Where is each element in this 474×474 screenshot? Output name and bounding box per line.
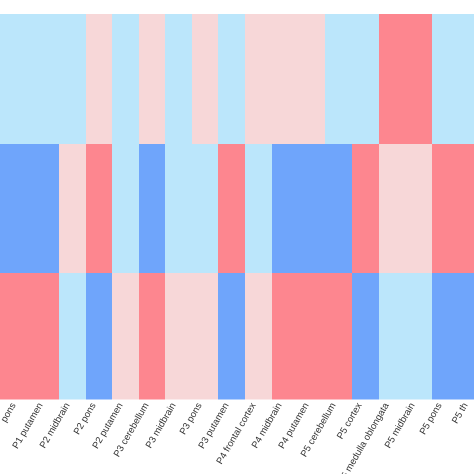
heatmap-cell-r1-c11 [325,144,353,274]
heatmap-cell-r1-c5 [139,144,166,274]
heatmap-cell-r1-c9 [245,144,273,274]
x-tick-label: P5 pons [418,401,445,437]
heatmap-cell-r2-c12 [352,273,380,400]
heatmap-cell-r2-c9 [245,273,273,400]
heatmap-cell-r2-c1 [6,273,60,400]
heatmap-cell-r2-c4 [112,273,140,400]
heatmap-cell-r1-c2 [59,144,87,274]
x-tick-label: P5 cortex [335,401,365,441]
heatmap-cell-r1-c4 [112,144,140,274]
x-tick-label: P5 th [450,401,471,426]
heatmap-cell-r2-c0 [0,273,7,400]
heatmap-cell-r0-c14 [432,14,474,145]
heatmap-cell-r0-c0 [0,14,7,145]
heatmap-cell-r0-c9 [245,14,273,145]
heatmap-cells [0,14,474,400]
heatmap-cell-r0-c8 [218,14,246,145]
heatmap-cell-r0-c13 [379,14,433,145]
x-tick-label: pons [0,401,19,425]
heatmap-cell-r1-c13 [379,144,433,274]
heatmap-cell-r2-c7 [192,273,219,400]
heatmap-cell-r1-c8 [218,144,246,274]
heatmap-cell-r1-c7 [192,144,219,274]
heatmap-cell-r1-c6 [165,144,193,274]
heatmap-cell-r1-c10 [272,144,326,274]
heatmap-cell-r0-c3 [86,14,113,145]
heatmap-cell-r2-c14 [432,273,474,400]
heatmap-cell-r2-c2 [59,273,87,400]
heatmap-cell-r2-c10 [272,273,326,400]
heatmap-cell-r1-c12 [352,144,380,274]
heatmap-cell-r0-c4 [112,14,140,145]
heatmap-cell-r1-c3 [86,144,113,274]
heatmap-cell-r1-c1 [6,144,60,274]
heatmap-cell-r0-c1 [6,14,60,145]
x-tick-label: P3 pons [178,401,205,437]
heatmap-cell-r1-c14 [432,144,474,274]
heatmap-cell-r2-c11 [325,273,353,400]
heatmap-cell-r2-c3 [86,273,113,400]
heatmap-cell-r0-c12 [352,14,380,145]
heatmap-cell-r0-c6 [165,14,193,145]
heatmap-cell-r0-c10 [272,14,326,145]
heatmap-cell-r2-c6 [165,273,193,400]
heatmap-cell-r2-c13 [379,273,433,400]
heatmap-cell-r1-c0 [0,144,7,274]
heatmap-cell-r2-c8 [218,273,246,400]
heatmap-cell-r0-c2 [59,14,87,145]
heatmap-cell-r2-c5 [139,273,166,400]
x-tick-label: P2 pons [72,401,99,437]
heatmap-cell-r0-c11 [325,14,353,145]
heatmap-cell-r0-c5 [139,14,166,145]
heatmap-cell-r0-c7 [192,14,219,145]
